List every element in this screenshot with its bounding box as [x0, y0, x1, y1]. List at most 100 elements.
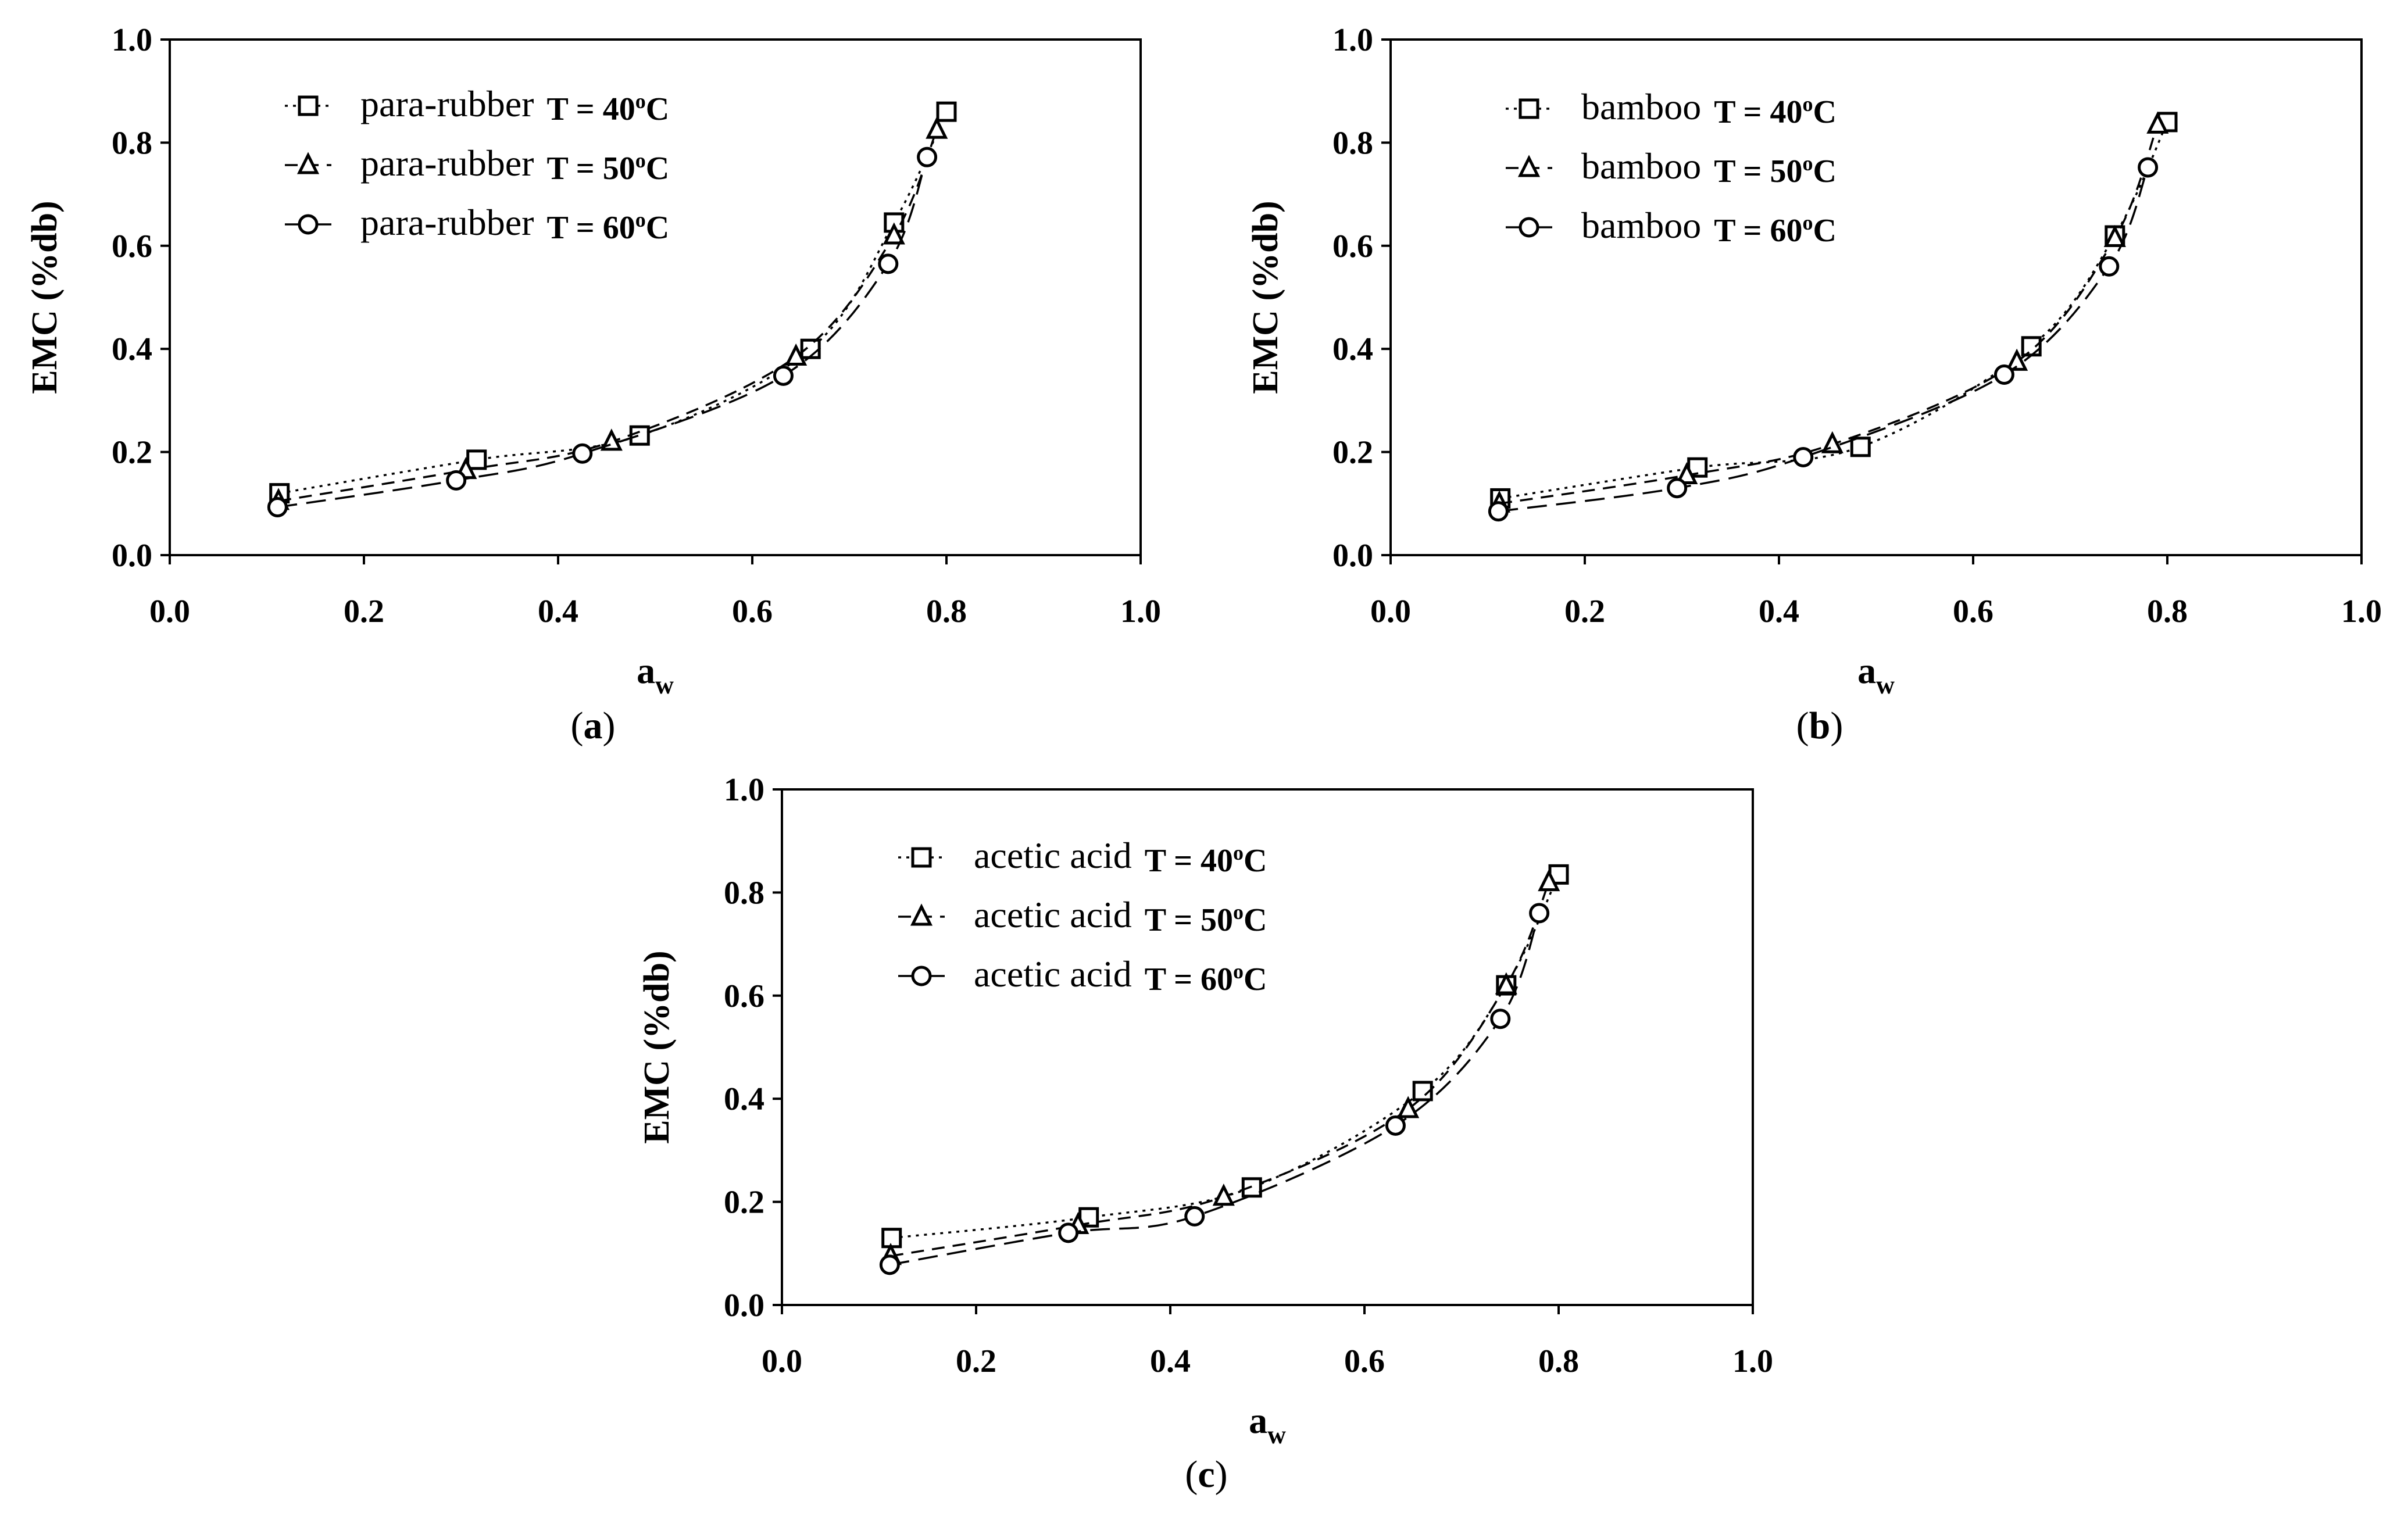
data-point-circle: [773, 365, 794, 386]
y-tick-label: 0.6: [112, 228, 152, 264]
y-tick-label: 0.2: [724, 1185, 764, 1221]
x-tick-label: 0.0: [149, 593, 190, 630]
legend-temperature: T = 60oC: [1714, 211, 1837, 249]
legend-temperature: T = 60oC: [1145, 960, 1267, 997]
plot-frame: [781, 788, 1754, 1306]
data-point-triangle: [1397, 1096, 1420, 1118]
x-tick-label: 0.0: [1370, 593, 1411, 630]
legend-unit: C: [646, 151, 669, 187]
series-line-1: [891, 874, 1560, 1239]
x-tick-label: 0.6: [1953, 593, 1993, 630]
x-axis-label-main: a: [637, 650, 655, 691]
legend-degree-symbol: o: [635, 208, 646, 231]
x-axis-label-sub: w: [655, 671, 674, 699]
y-tick-label: 1.0: [724, 772, 764, 808]
data-point-triangle: [2006, 348, 2028, 371]
legend-degree-symbol: o: [1233, 960, 1244, 983]
panel-label: (b): [1796, 705, 1843, 747]
y-tick-label: 0.8: [724, 875, 764, 911]
data-point-circle: [1488, 501, 1509, 522]
legend-unit: C: [1244, 961, 1267, 997]
x-tick-label: 0.8: [926, 593, 967, 630]
x-axis-label-sub: w: [1267, 1421, 1286, 1449]
legend-marker-triangle: [910, 903, 933, 926]
legend-marker-circle: [911, 966, 932, 986]
legend-marker-circle: [1519, 217, 1539, 238]
x-tick-label: 0.2: [956, 1343, 996, 1379]
data-point-circle: [917, 146, 938, 167]
y-tick-label: 0.4: [724, 1081, 764, 1117]
legend-unit: C: [1813, 153, 1836, 190]
data-point-circle: [1385, 1115, 1406, 1136]
legend-temperature-value: T = 40: [546, 91, 635, 127]
x-axis-label-main: a: [1249, 1400, 1267, 1441]
legend-marker-triangle: [296, 152, 320, 174]
legend-unit: C: [646, 91, 669, 127]
plot-frame: [169, 38, 1142, 556]
legend-unit: C: [1244, 902, 1267, 938]
legend-degree-symbol: o: [1802, 92, 1813, 116]
data-point-circle: [1793, 446, 1814, 467]
legend-temperature-value: T = 40: [1145, 843, 1233, 879]
x-tick-label: 0.2: [1564, 593, 1605, 630]
y-tick-label: 0.2: [1332, 435, 1373, 471]
legend-unit: C: [1244, 843, 1267, 879]
x-tick-label: 0.4: [1759, 593, 1799, 630]
y-axis-label: EMC (%db): [637, 950, 677, 1143]
y-tick-label: 0.4: [112, 331, 152, 367]
legend-temperature: T = 50oC: [546, 149, 669, 187]
legend-unit: C: [646, 210, 669, 246]
y-axis-label: EMC (%db): [1246, 201, 1285, 394]
x-tick-label: 0.8: [1538, 1343, 1579, 1379]
data-point-triangle: [2146, 111, 2169, 134]
legend-degree-symbol: o: [1233, 841, 1244, 864]
y-tick-label: 1.0: [1332, 22, 1373, 58]
y-tick-label: 0.0: [1332, 538, 1373, 574]
legend-degree-symbol: o: [1802, 152, 1813, 175]
x-tick-label: 0.6: [732, 593, 773, 630]
y-tick-label: 0.6: [724, 978, 764, 1014]
data-point-square: [881, 1228, 902, 1249]
data-point-triangle: [883, 222, 905, 245]
chart-c: 0.0 0.2 0.4 0.6 0.8 1.0 0.0 0.2 0.4 0.6 0.8 1.0 EMC …: [637, 772, 1773, 1496]
legend-degree-symbol: o: [1233, 900, 1244, 924]
data-point-square: [936, 101, 957, 122]
legend-series-name: para-rubber: [360, 142, 534, 184]
legend-temperature-value: T = 60: [546, 210, 635, 246]
y-tick-label: 0.6: [1332, 228, 1373, 264]
data-point-triangle: [1538, 869, 1560, 892]
panel-label: (a): [571, 705, 616, 747]
series-line-1: [1500, 121, 2168, 500]
data-point-circle: [2099, 256, 2120, 277]
data-point-triangle: [1675, 462, 1698, 485]
legend-temperature-value: T = 50: [1714, 153, 1802, 190]
x-tick-label: 0.4: [538, 593, 578, 630]
panel-label-letter: c: [1198, 1453, 1214, 1496]
legend-series-name: acetic acid: [974, 953, 1132, 995]
x-tick-label: 0.8: [2147, 593, 2188, 630]
x-tick-label: 0.4: [1150, 1343, 1191, 1379]
y-tick-label: 0.8: [112, 125, 152, 161]
y-tick-label: 0.2: [112, 435, 152, 471]
legend-series-name: bamboo: [1581, 205, 1701, 246]
legend-marker-square: [911, 847, 932, 868]
data-point-circle: [2138, 157, 2159, 178]
legend-temperature-value: T = 40: [1714, 94, 1802, 130]
data-point-circle: [1058, 1222, 1079, 1243]
legend-unit: C: [1813, 213, 1836, 249]
legend-series-name: bamboo: [1581, 145, 1701, 187]
legend-temperature-value: T = 60: [1145, 961, 1233, 997]
data-point-circle: [267, 497, 288, 518]
legend-marker-square: [298, 95, 319, 116]
x-tick-label: 1.0: [1732, 1343, 1773, 1379]
x-axis-label-sub: w: [1876, 671, 1895, 699]
panel-label-open: (: [1185, 1453, 1198, 1496]
data-point-circle: [879, 1254, 900, 1275]
legend-temperature: T = 50oC: [1145, 900, 1267, 938]
data-point-circle: [446, 470, 467, 491]
legend-series-name: para-rubber: [360, 83, 534, 124]
panel-label-letter: a: [584, 705, 603, 747]
x-axis-label: aw: [1249, 1400, 1286, 1449]
